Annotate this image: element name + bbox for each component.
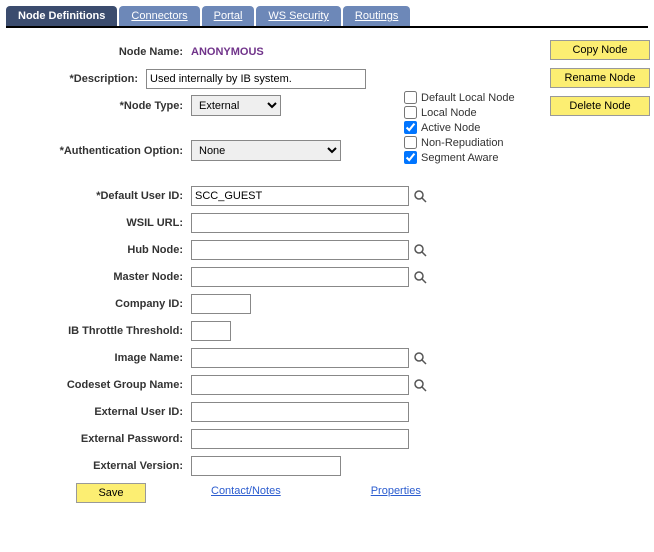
copy-node-button[interactable]: Copy Node <box>550 40 650 60</box>
label-wsil-url: WSIL URL: <box>6 217 191 229</box>
label-ext-password: External Password: <box>6 433 191 445</box>
delete-node-button[interactable]: Delete Node <box>550 96 650 116</box>
tab-routings[interactable]: Routings <box>343 6 410 26</box>
label-segment-aware: Segment Aware <box>421 152 498 164</box>
lookup-icon-master-node[interactable] <box>413 270 427 284</box>
link-properties[interactable]: Properties <box>371 485 421 497</box>
input-ib-throttle[interactable] <box>191 321 231 341</box>
tab-ws-security[interactable]: WS Security <box>256 6 341 26</box>
link-contact-notes[interactable]: Contact/Notes <box>211 485 281 497</box>
label-active-node: Active Node <box>421 122 480 134</box>
input-company-id[interactable] <box>191 294 251 314</box>
label-company-id: Company ID: <box>6 298 191 310</box>
label-auth-option: *Authentication Option: <box>6 145 191 157</box>
label-image-name: Image Name: <box>6 352 191 364</box>
input-image-name[interactable] <box>191 348 409 368</box>
lookup-icon-codeset-group[interactable] <box>413 378 427 392</box>
label-master-node: Master Node: <box>6 271 191 283</box>
label-ib-throttle: IB Throttle Threshold: <box>6 325 191 337</box>
input-codeset-group[interactable] <box>191 375 409 395</box>
label-local-node: Local Node <box>421 107 477 119</box>
label-description: *Description: <box>6 73 146 85</box>
label-ext-version: External Version: <box>6 460 191 472</box>
select-node-type[interactable]: External <box>191 95 281 116</box>
input-ext-version[interactable] <box>191 456 341 476</box>
lookup-icon-hub-node[interactable] <box>413 243 427 257</box>
label-default-user-id: *Default User ID: <box>6 190 191 202</box>
label-node-name: Node Name: <box>6 46 191 58</box>
checkbox-non-repudiation[interactable] <box>404 136 417 149</box>
input-master-node[interactable] <box>191 267 409 287</box>
label-non-repudiation: Non-Repudiation <box>421 137 504 149</box>
rename-node-button[interactable]: Rename Node <box>550 68 650 88</box>
lookup-icon-image-name[interactable] <box>413 351 427 365</box>
input-description[interactable] <box>146 69 366 89</box>
input-ext-password[interactable] <box>191 429 409 449</box>
lookup-icon-default-user-id[interactable] <box>413 189 427 203</box>
checkbox-segment-aware[interactable] <box>404 151 417 164</box>
checkbox-active-node[interactable] <box>404 121 417 134</box>
input-default-user-id[interactable] <box>191 186 409 206</box>
select-auth-option[interactable]: None <box>191 140 341 161</box>
checkbox-local-node[interactable] <box>404 106 417 119</box>
label-hub-node: Hub Node: <box>6 244 191 256</box>
tab-portal[interactable]: Portal <box>202 6 255 26</box>
input-hub-node[interactable] <box>191 240 409 260</box>
tab-bar: Node Definitions Connectors Portal WS Se… <box>6 6 648 28</box>
tab-node-definitions[interactable]: Node Definitions <box>6 6 117 26</box>
input-ext-user-id[interactable] <box>191 402 409 422</box>
label-default-local: Default Local Node <box>421 92 515 104</box>
value-node-name: ANONYMOUS <box>191 46 264 58</box>
label-node-type: *Node Type: <box>6 100 191 112</box>
save-button[interactable]: Save <box>76 483 146 503</box>
checkbox-default-local[interactable] <box>404 91 417 104</box>
tab-connectors[interactable]: Connectors <box>119 6 199 26</box>
input-wsil-url[interactable] <box>191 213 409 233</box>
label-ext-user-id: External User ID: <box>6 406 191 418</box>
label-codeset-group: Codeset Group Name: <box>6 379 191 391</box>
